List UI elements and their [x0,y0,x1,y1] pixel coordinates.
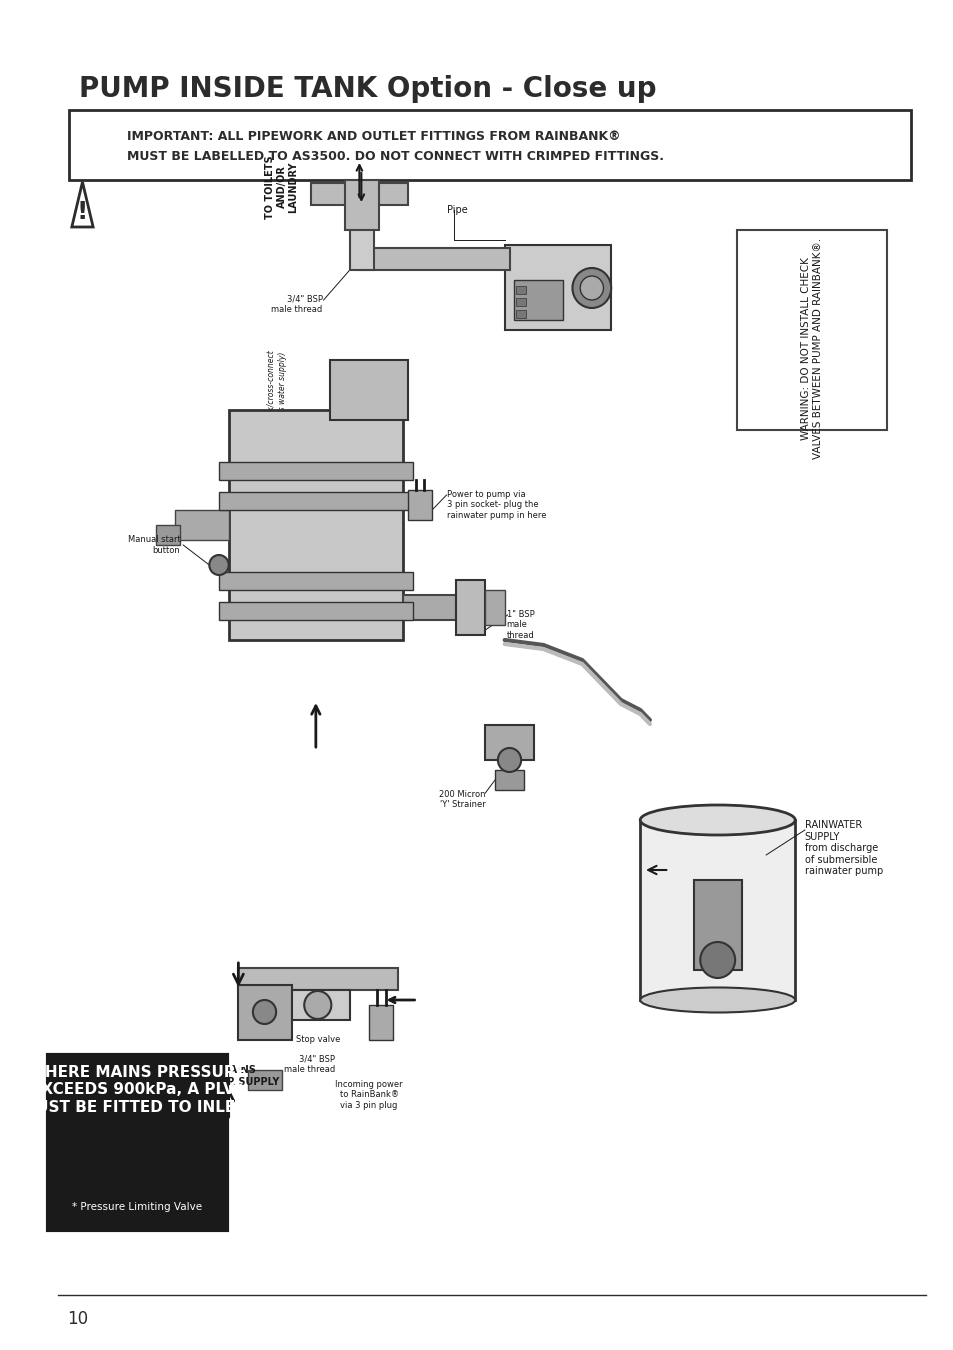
Bar [495,769,523,790]
Bar [456,580,485,634]
Bar [156,525,180,545]
Bar [248,1071,282,1089]
Bar [311,184,408,205]
Ellipse shape [639,987,795,1012]
Bar [693,880,741,971]
Text: Stop valve: Stop valve [295,1035,339,1044]
FancyArrowPatch shape [233,963,243,984]
Text: 10: 10 [67,1310,88,1328]
Bar [485,590,504,625]
Bar [516,298,525,306]
FancyBboxPatch shape [737,230,886,431]
Bar [287,990,350,1021]
Bar [229,410,402,640]
Bar [345,180,378,230]
Bar [516,286,525,294]
Bar [639,819,795,1000]
Circle shape [700,942,735,977]
Text: RAINWATER
SUPPLY
from discharge
of submersible
rainwater pump: RAINWATER SUPPLY from discharge of subme… [804,819,882,876]
FancyBboxPatch shape [69,109,910,180]
Text: MAINS
WATER SUPPLY: MAINS WATER SUPPLY [197,1065,279,1087]
Bar [238,986,292,1040]
Bar [369,1004,393,1040]
Text: Pipe: Pipe [446,205,467,215]
Text: TO TOILETS
AND/OR
LAUNDRY: TO TOILETS AND/OR LAUNDRY [265,155,298,219]
Text: 3/4" BSP
male thread: 3/4" BSP male thread [271,296,322,315]
Text: * Pressure Limiting Valve: * Pressure Limiting Valve [72,1202,202,1212]
Bar [330,360,408,420]
Circle shape [253,1000,275,1025]
Circle shape [572,269,611,308]
Text: 1" BSP
male
thread: 1" BSP male thread [506,610,534,640]
Text: IMPORTANT: ALL PIPEWORK AND OUTLET FITTINGS FROM RAINBANK®: IMPORTANT: ALL PIPEWORK AND OUTLET FITTI… [127,130,620,143]
FancyBboxPatch shape [48,1054,227,1230]
Bar [514,279,562,320]
Text: PUMP INSIDE TANK Option - Close up: PUMP INSIDE TANK Option - Close up [78,76,656,103]
Bar [408,490,432,520]
Bar [402,595,456,620]
Circle shape [579,275,603,300]
Text: (do not mix/cross-connect
with mains water supply): (do not mix/cross-connect with mains wat… [267,350,287,450]
Bar [504,244,611,329]
Text: MUST BE LABELLED TO AS3500. DO NOT CONNECT WITH CRIMPED FITTINGS.: MUST BE LABELLED TO AS3500. DO NOT CONNE… [127,150,663,163]
Bar [219,491,413,510]
Text: Power to pump via
3 pin socket- plug the
rainwater pump in here: Power to pump via 3 pin socket- plug the… [446,490,545,520]
Circle shape [304,991,331,1019]
Bar [359,248,509,270]
Bar [350,190,374,270]
Bar [485,725,533,760]
Bar [219,462,413,481]
Text: WHERE MAINS PRESSURE
EXCEEDS 900kPa, A PLV*
MUST BE FITTED TO INLET!: WHERE MAINS PRESSURE EXCEEDS 900kPa, A P… [21,1065,253,1115]
Ellipse shape [639,805,795,836]
Bar [219,602,413,620]
Text: 200 Micron
'Y' Strainer: 200 Micron 'Y' Strainer [438,790,485,810]
Bar [516,310,525,319]
Text: 3/4" BSP
male thread: 3/4" BSP male thread [284,1054,335,1075]
Text: Manual start
button: Manual start button [128,536,180,555]
Circle shape [209,555,229,575]
Circle shape [497,748,520,772]
Bar [219,572,413,590]
Bar [175,510,229,540]
Text: !: ! [76,200,88,224]
Bar [238,968,397,990]
FancyArrowPatch shape [648,865,666,875]
Text: Incoming power
to RainBank®
via 3 pin plug: Incoming power to RainBank® via 3 pin pl… [335,1080,402,1110]
Text: WARNING: DO NOT INSTALL CHECK
VALVES BETWEEN PUMP AND RAINBANK®.: WARNING: DO NOT INSTALL CHECK VALVES BET… [801,238,822,459]
